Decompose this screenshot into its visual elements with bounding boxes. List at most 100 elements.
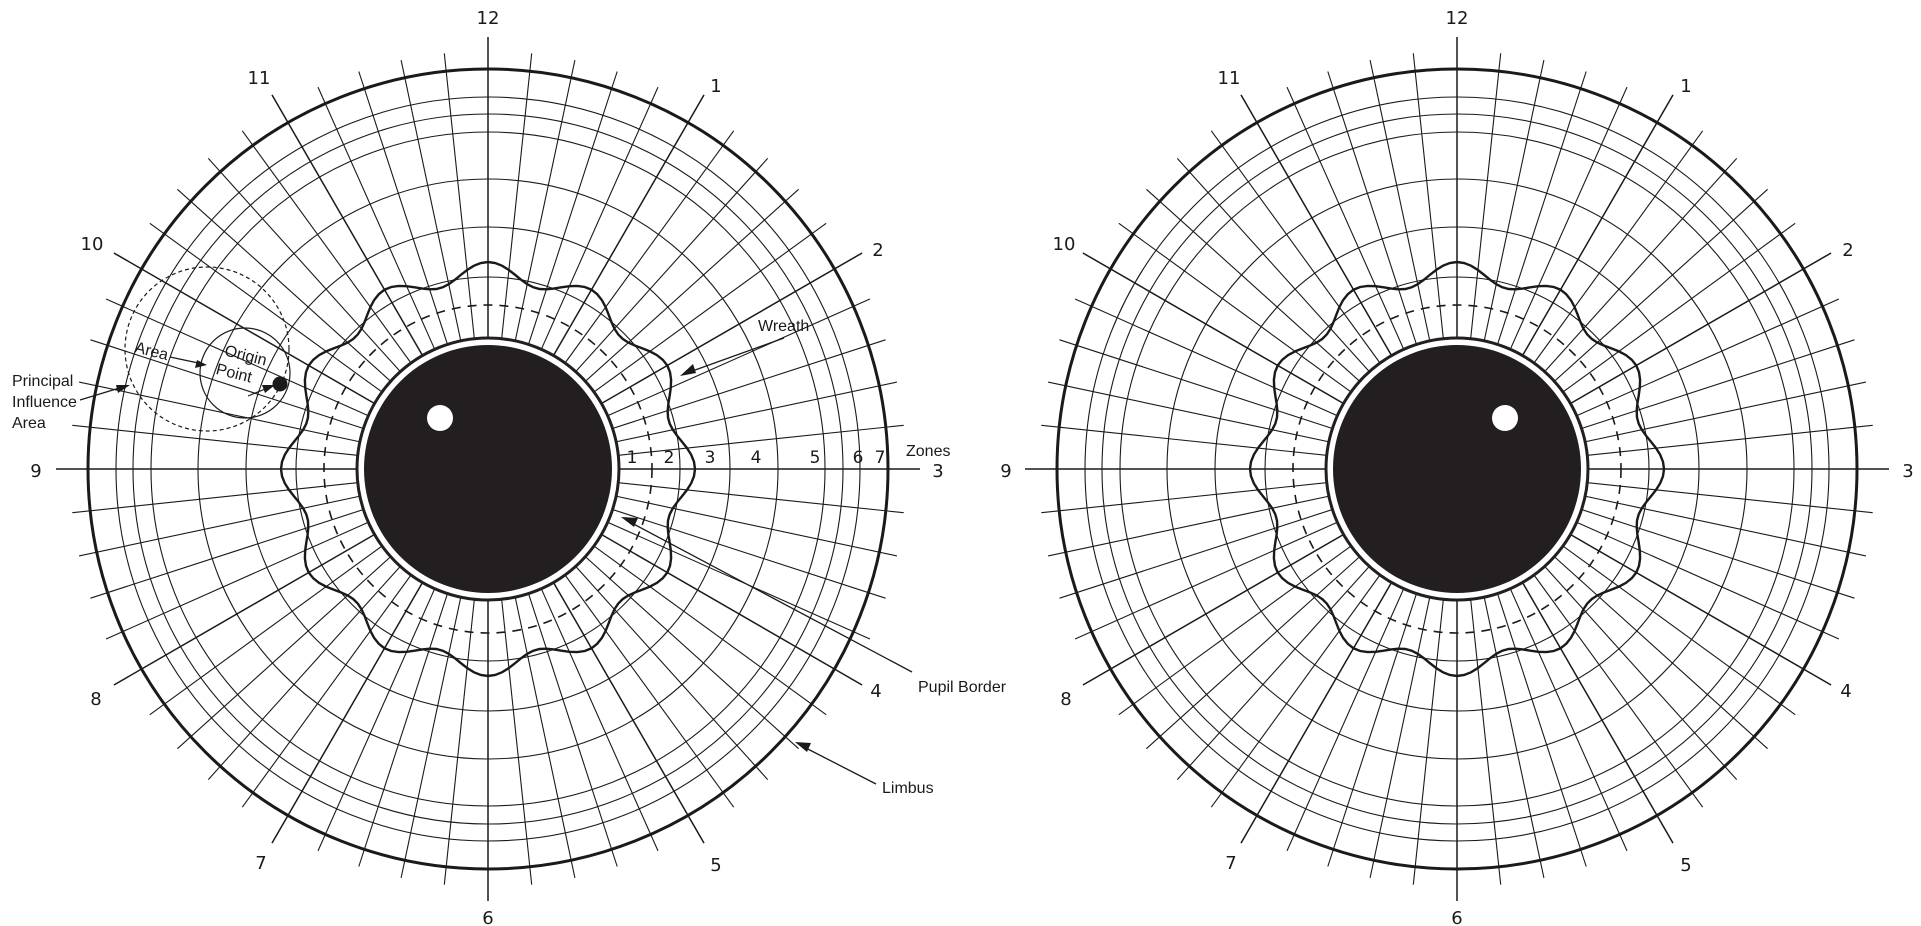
right-zone-ring-2 — [1214, 226, 1700, 712]
left-spoke-43 — [78, 492, 373, 557]
right-spoke-35 — [1240, 570, 1399, 844]
right-spoke-2 — [1480, 59, 1545, 354]
left-spoke-18 — [600, 504, 886, 599]
left-clock-12: 12 — [477, 8, 500, 29]
left-spoke-33 — [358, 581, 453, 867]
right-spoke-12 — [1569, 339, 1855, 434]
right-spoke-16 — [1574, 480, 1873, 514]
left-spoke-54 — [241, 130, 420, 374]
left-spoke-32 — [400, 584, 465, 879]
zone-number-3: 3 — [705, 448, 716, 468]
left-radial-lines — [56, 37, 920, 901]
right-spoke-21 — [1552, 537, 1796, 716]
right-spoke-36 — [1210, 564, 1389, 808]
right-spoke-3 — [1492, 71, 1587, 357]
left-spoke-22 — [575, 547, 799, 750]
left-spoke-38 — [177, 547, 401, 750]
zone-number-2: 2 — [664, 448, 675, 468]
right-spoke-42 — [1059, 504, 1345, 599]
area-circle — [199, 327, 291, 419]
right-clock-4: 4 — [1840, 681, 1851, 702]
left-spoke-58 — [400, 59, 465, 354]
right-clock-6: 6 — [1451, 908, 1462, 926]
left-spoke-35 — [271, 570, 430, 844]
right-zone-ring-6 — [1084, 96, 1830, 842]
right-spoke-22 — [1544, 547, 1768, 750]
left-spoke-14 — [605, 424, 904, 458]
right-clock-5: 5 — [1680, 855, 1691, 876]
wreath-arrow — [683, 337, 785, 375]
right-spoke-37 — [1176, 556, 1379, 780]
left-spoke-51 — [149, 222, 393, 401]
right-spoke-51 — [1118, 222, 1362, 401]
left-clock-4: 4 — [870, 681, 881, 702]
right-clock-1: 1 — [1680, 76, 1691, 97]
zone-number-7: 7 — [875, 448, 886, 468]
left-spoke-12 — [600, 339, 886, 434]
right-spoke-52 — [1146, 188, 1370, 391]
right-spoke-54 — [1210, 130, 1389, 374]
right-spoke-10 — [1558, 252, 1832, 411]
right-dashed-ring — [1292, 304, 1622, 634]
principal-influence-area-label: Principal Influence Area — [12, 373, 77, 432]
left-spoke-34 — [317, 576, 441, 852]
zone-number-1: 1 — [627, 448, 638, 468]
left-spoke-42 — [90, 504, 376, 599]
right-clock-3: 3 — [1902, 461, 1913, 482]
left-spoke-4 — [535, 86, 659, 362]
left-spoke-1 — [499, 53, 533, 352]
left-spoke-44 — [72, 480, 371, 514]
zone-number-6: 6 — [853, 448, 864, 468]
left-spoke-50 — [113, 252, 387, 411]
left-spoke-48 — [90, 339, 376, 434]
right-spoke-11 — [1564, 298, 1840, 422]
limbus-label: Limbus — [882, 780, 934, 797]
left-spoke-53 — [207, 158, 410, 382]
wreath-label: Wreath — [758, 318, 809, 335]
left-pupil-highlight — [427, 405, 453, 431]
right-spoke-34 — [1286, 576, 1410, 852]
left-iris-chart: 12 1 2 3 4 5 6 7 8 9 10 11 1 2 3 4 5 6 7… — [12, 8, 1007, 926]
origin-point-arrowhead — [262, 385, 275, 393]
right-spoke-31 — [1412, 586, 1446, 885]
right-zone-ring-4 — [1119, 131, 1795, 807]
principal-label-line-3: Area — [12, 415, 46, 432]
right-spoke-14 — [1574, 424, 1873, 458]
left-pupil-border-ring — [355, 336, 621, 602]
left-spoke-49 — [105, 298, 381, 422]
left-clock-5: 5 — [710, 855, 721, 876]
right-clock-11: 11 — [1218, 68, 1241, 89]
right-zone-rings — [1055, 67, 1859, 871]
right-spoke-59 — [1412, 53, 1446, 352]
left-spoke-24 — [556, 564, 735, 808]
left-pupil — [355, 336, 621, 602]
left-spoke-9 — [583, 222, 827, 401]
left-spoke-21 — [583, 537, 827, 716]
left-annotations: Wreath Pupil Border Limbus Principal Inf… — [12, 266, 1007, 797]
right-spoke-19 — [1564, 516, 1840, 640]
left-spoke-26 — [535, 576, 659, 852]
pupil-border-arrowhead — [621, 517, 638, 527]
left-spoke-5 — [546, 94, 705, 368]
left-spoke-13 — [603, 381, 898, 446]
left-clock-9: 9 — [30, 461, 41, 482]
right-spoke-48 — [1059, 339, 1345, 434]
left-spoke-20 — [589, 527, 863, 686]
left-spoke-52 — [177, 188, 401, 391]
principal-area-arrowhead — [116, 385, 130, 393]
right-spoke-40 — [1082, 527, 1356, 686]
right-clock-8: 8 — [1060, 689, 1071, 710]
left-clock-3: 3 — [932, 461, 943, 482]
right-pupil-highlight — [1492, 405, 1518, 431]
origin-point-label: Origin Point — [214, 343, 268, 387]
right-spoke-18 — [1569, 504, 1855, 599]
right-spoke-33 — [1327, 581, 1422, 867]
zone-number-4: 4 — [751, 448, 762, 468]
left-zone-ring-4 — [150, 131, 826, 807]
left-spoke-10 — [589, 252, 863, 411]
right-spoke-41 — [1074, 516, 1350, 640]
left-zone-ring-6 — [115, 96, 861, 842]
right-spoke-23 — [1535, 556, 1738, 780]
left-spoke-55 — [271, 94, 430, 368]
